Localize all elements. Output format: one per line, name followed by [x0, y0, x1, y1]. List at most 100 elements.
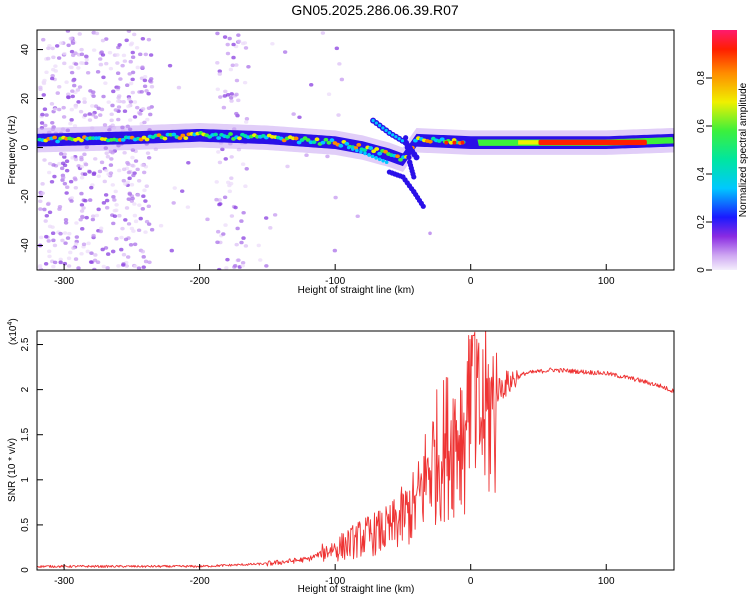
spectrogram-noise-cell: [235, 226, 240, 231]
spectrogram-noise-cell: [130, 155, 135, 160]
spectrogram-noise-cell: [176, 85, 182, 90]
spectrogram-noise-cell: [103, 81, 108, 85]
spectrogram-noise-cell: [108, 66, 114, 71]
spectrogram-noise-cell: [146, 37, 152, 42]
spectrogram-noise-cell: [142, 84, 148, 89]
spectrogram-noise-cell: [139, 89, 144, 94]
spectrogram-noise-cell: [79, 164, 85, 169]
spectrogram-noise-cell: [42, 158, 47, 162]
spectrogram-noise-cell: [158, 223, 164, 228]
spectrogram-noise-cell: [217, 198, 222, 202]
spectrogram-noise-cell: [73, 185, 79, 190]
spectrogram-x-tick-label: -300: [54, 276, 74, 287]
spectrogram-noise-cell: [42, 78, 47, 83]
spectrogram-noise-cell: [96, 207, 101, 212]
spectrogram-branch-cell: [403, 135, 409, 141]
spectrogram-noise-cell: [47, 161, 53, 166]
spectrogram-noise-cell: [127, 192, 133, 196]
spectrogram-noise-cell: [115, 53, 120, 57]
spectrogram-noise-cell: [122, 59, 128, 63]
spectrogram-noise-cell: [57, 85, 62, 89]
spectrogram-noise-cell: [115, 61, 120, 65]
spectrogram-noise-cell: [320, 31, 326, 35]
spectrogram-ridge-cell: [120, 137, 126, 142]
spectrogram-noise-cell: [127, 176, 132, 181]
spectrogram-noise-cell: [186, 161, 191, 165]
spectrogram-noise-cell: [52, 174, 57, 179]
spectrogram-noise-cell: [229, 155, 234, 159]
spectrogram-noise-cell: [91, 94, 96, 98]
spectrogram-noise-cell: [143, 230, 148, 234]
spectrogram-noise-cell: [62, 51, 67, 56]
spectrogram-noise-cell: [89, 251, 94, 255]
spectrogram-noise-cell: [69, 107, 74, 112]
spectrogram-frame: [36, 29, 675, 271]
colorbar-label: Normalized spectral amplitude: [738, 82, 749, 217]
spectrogram-noise-cell: [79, 61, 84, 65]
spectrogram-noise-cell: [79, 52, 85, 57]
spectrogram-peak-cell: [460, 140, 465, 145]
spectrogram-noise-cell: [229, 99, 234, 103]
snr-x-tick-label: -100: [325, 576, 345, 587]
spectrogram-noise-cell: [105, 252, 111, 256]
spectrogram-noise-cell: [40, 112, 45, 117]
spectrogram-noise-cell: [89, 185, 94, 190]
spectrogram-noise-cell: [50, 46, 55, 51]
spectrogram-noise-cell: [75, 88, 81, 92]
spectrogram-noise-cell: [107, 50, 113, 55]
spectrogram-noise-cell: [256, 243, 261, 248]
spectrogram-noise-cell: [112, 198, 117, 202]
spectrogram-noise-cell: [57, 205, 63, 209]
spectrogram-noise-cell: [114, 236, 119, 241]
spectrogram-noise-cell: [244, 166, 249, 171]
spectrogram-noise-cell: [99, 107, 105, 112]
spectrogram-noise-cell: [102, 179, 107, 184]
spectrogram-noise-cell: [60, 161, 66, 166]
spectrogram-noise-cell: [120, 226, 125, 231]
spectrogram-noise-cell: [126, 30, 132, 33]
spectrogram-noise-cell: [264, 264, 269, 268]
spectrogram-noise-cell: [228, 67, 234, 72]
spectrogram-noise-cell: [71, 78, 76, 83]
spectrogram-noise-cell: [111, 221, 116, 226]
spectrogram-noise-cell: [112, 208, 118, 213]
spectrogram-noise-cell: [114, 202, 119, 207]
spectrogram-noise-cell: [135, 193, 141, 197]
spectrogram-noise-cell: [126, 104, 131, 109]
spectrogram-branch-cell: [391, 133, 395, 137]
spectrogram-ridge-cell: [180, 133, 186, 138]
spectrogram-noise-cell: [52, 260, 58, 265]
spectrogram-branch-cell: [394, 135, 398, 139]
spectrogram-noise-cell: [142, 78, 148, 83]
spectrogram-noise-cell: [145, 117, 150, 122]
spectrogram-noise-cell: [117, 168, 122, 173]
spectrogram-noise-cell: [65, 185, 70, 190]
spectrogram-noise-cell: [138, 52, 143, 57]
spectrogram-noise-cell: [169, 248, 174, 253]
spectrogram-noise-cell: [144, 219, 150, 224]
spectrogram-noise-cell: [110, 183, 116, 187]
spectrogram-noise-cell: [81, 206, 86, 210]
spectrogram-noise-cell: [141, 170, 147, 175]
snr-frame: [36, 330, 675, 571]
spectrogram-noise-cell: [43, 123, 48, 128]
spectrogram-noise-cell: [234, 92, 239, 97]
snr-x-tick-label: 100: [598, 576, 615, 587]
spectrogram-noise-cell: [135, 167, 140, 172]
spectrogram-noise-cell: [136, 266, 142, 270]
spectrogram-y-tick-label: 40: [20, 44, 31, 56]
spectrogram-noise-cell: [123, 182, 128, 186]
spectrogram-noise-cell: [246, 64, 251, 69]
snr-y-tick-label: 1: [20, 477, 31, 483]
spectrogram-ridge-cell: [368, 146, 374, 150]
spectrogram-noise-cell: [66, 43, 71, 48]
spectrogram-noise-cell: [47, 254, 52, 259]
spectrogram-noise-cell: [95, 70, 101, 74]
spectrogram-noise-cell: [116, 264, 121, 268]
spectrogram-noise-cell: [56, 56, 62, 60]
snr-ylabel: SNR (10 * v/v): [7, 438, 18, 502]
spectrogram-noise-cell: [113, 189, 118, 194]
spectrogram-noise-cell: [243, 46, 249, 50]
spectrogram-branch-cell: [400, 139, 404, 143]
spectrogram-noise-cell: [121, 252, 127, 257]
